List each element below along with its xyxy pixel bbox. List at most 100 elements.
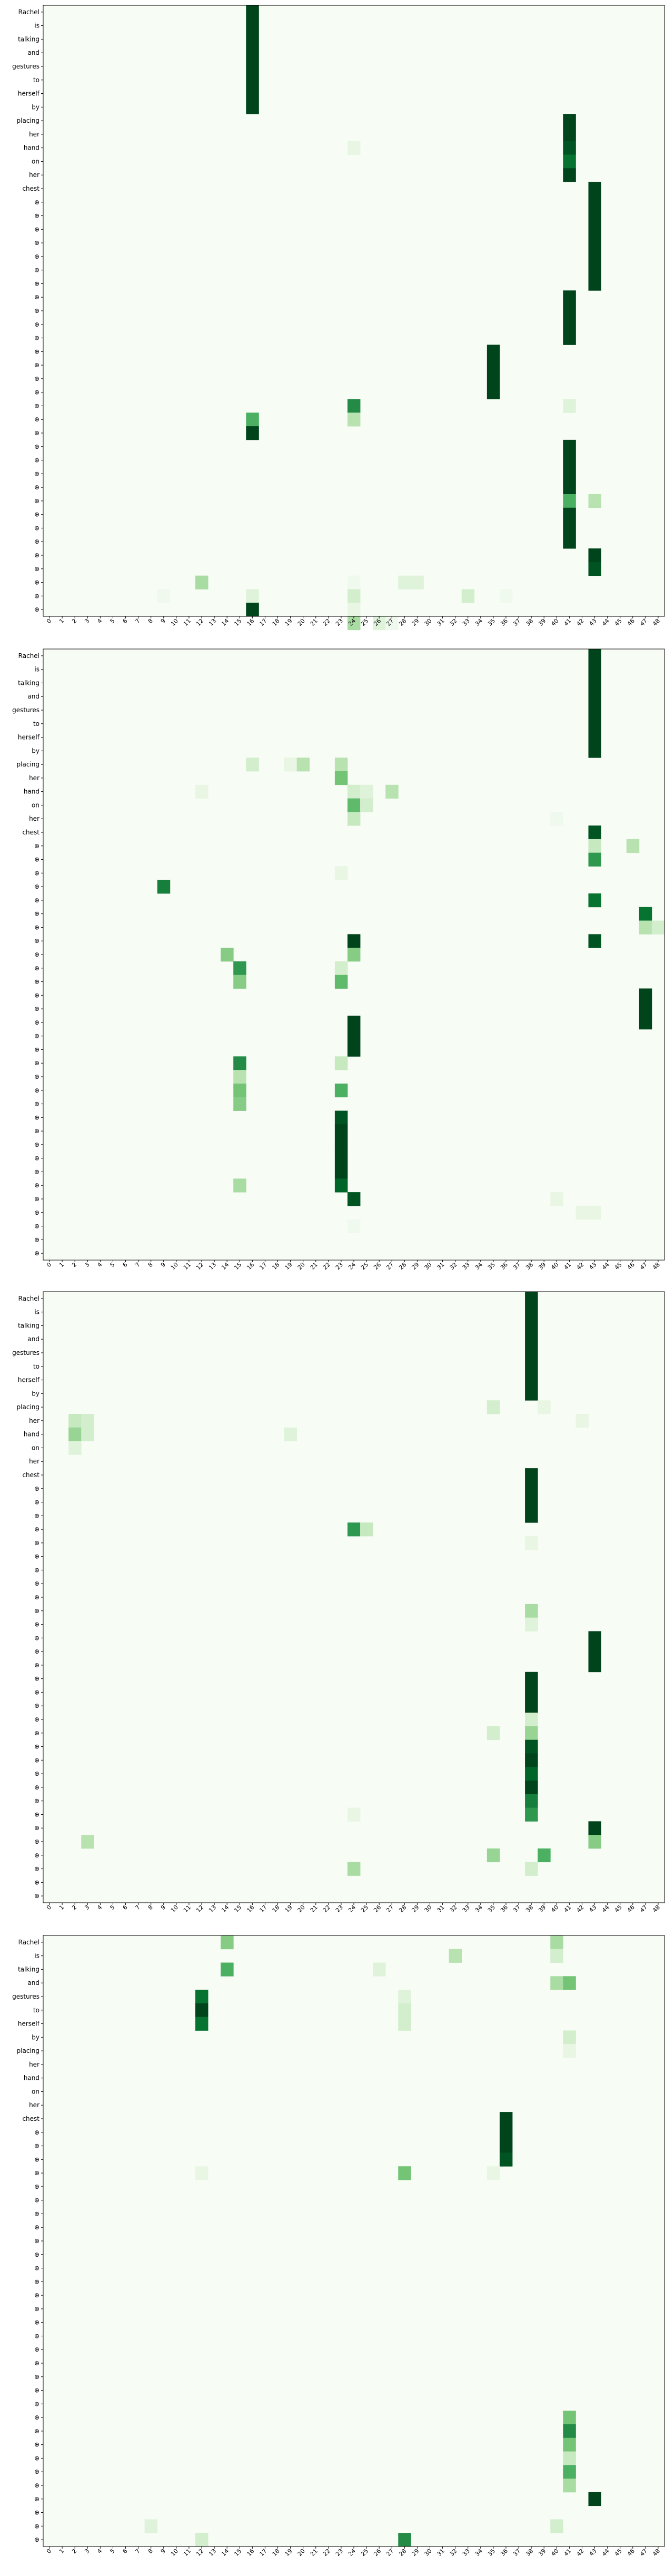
x-tick-label: 20 bbox=[296, 617, 306, 627]
x-tick-label: 36 bbox=[499, 1904, 509, 1914]
heatmap-cell bbox=[195, 2166, 209, 2180]
y-tick-label: ⊕ bbox=[34, 2156, 39, 2163]
x-tick-label: 25 bbox=[360, 1261, 370, 1271]
heatmap-cell bbox=[334, 1056, 348, 1070]
y-tick-label: ⊕ bbox=[34, 1770, 39, 1777]
y-tick-label: ⊕ bbox=[34, 1784, 39, 1791]
x-tick-label: 30 bbox=[423, 1261, 433, 1271]
x-tick-label: 11 bbox=[182, 2548, 192, 2558]
y-tick-label: ⊕ bbox=[34, 443, 39, 450]
y-tick-label: ⊕ bbox=[34, 1838, 39, 1845]
x-tick-label: 31 bbox=[436, 1261, 446, 1271]
heatmap-cell bbox=[588, 277, 601, 291]
heatmap-cell bbox=[360, 784, 373, 799]
heatmap-cell bbox=[334, 866, 348, 880]
x-tick-label: 23 bbox=[334, 1904, 344, 1914]
heatmap-cell bbox=[360, 1522, 373, 1537]
heatmap-cell bbox=[360, 798, 373, 812]
heatmap-cell bbox=[233, 1083, 246, 1098]
heatmap-cell bbox=[487, 345, 500, 359]
heatmap-cell bbox=[81, 1414, 94, 1428]
y-tick-label: on bbox=[32, 158, 39, 165]
heatmap-cell bbox=[563, 494, 576, 508]
heatmap-cell bbox=[588, 744, 601, 758]
x-tick-label: 2 bbox=[71, 1261, 78, 1269]
x-tick-label: 37 bbox=[512, 1904, 522, 1914]
x-tick-label: 46 bbox=[626, 617, 636, 627]
heatmap-cell bbox=[334, 771, 348, 785]
y-tick-label: talking bbox=[18, 1322, 39, 1329]
y-tick-label: ⊕ bbox=[34, 1743, 39, 1751]
x-tick-label: 29 bbox=[410, 1904, 420, 1914]
x-tick-label: 33 bbox=[461, 2548, 471, 2558]
heatmap-cell bbox=[347, 812, 361, 826]
x-tick-label: 10 bbox=[170, 1904, 180, 1914]
x-tick-label: 28 bbox=[398, 1261, 408, 1271]
heatmap-cell bbox=[373, 1962, 386, 1977]
heatmap-background bbox=[43, 1935, 664, 2546]
x-tick-label: 46 bbox=[626, 2548, 636, 2558]
x-tick-label: 14 bbox=[220, 1904, 230, 1914]
heatmap-cell bbox=[588, 649, 601, 663]
y-tick-label: ⊕ bbox=[34, 199, 39, 206]
heatmap-cell bbox=[550, 1949, 563, 1963]
heatmap-cell bbox=[385, 784, 399, 799]
heatmap-cell bbox=[81, 1835, 94, 1849]
x-tick-label: 38 bbox=[524, 617, 534, 627]
y-tick-label: chest bbox=[22, 185, 39, 192]
heatmap-cell bbox=[563, 535, 576, 549]
x-tick-label: 28 bbox=[398, 2548, 408, 2558]
heatmap-cell bbox=[246, 100, 259, 114]
heatmap-background bbox=[43, 1292, 664, 1903]
x-tick-label: 24 bbox=[347, 1261, 357, 1271]
x-tick-label: 2 bbox=[71, 1904, 78, 1911]
x-tick-label: 21 bbox=[309, 2548, 319, 2558]
y-tick-label: her bbox=[29, 774, 39, 782]
x-tick-label: 48 bbox=[651, 1261, 661, 1271]
heatmap-cell bbox=[588, 263, 601, 277]
heatmap-cell bbox=[588, 209, 601, 223]
heatmap-cell bbox=[563, 141, 576, 155]
heatmap-cell bbox=[525, 1862, 538, 1876]
y-tick-label: ⊕ bbox=[34, 592, 39, 599]
y-tick-label: is bbox=[34, 1952, 39, 1960]
x-tick-label: 2 bbox=[71, 617, 78, 625]
y-tick-label: placing bbox=[17, 117, 39, 124]
x-tick-label: 13 bbox=[207, 1261, 217, 1271]
y-tick-label: ⊕ bbox=[34, 2359, 39, 2367]
x-tick-label: 20 bbox=[296, 2548, 306, 2558]
y-tick-label: ⊕ bbox=[34, 2265, 39, 2272]
heatmap-cell bbox=[373, 616, 386, 631]
heatmap-cell bbox=[639, 988, 652, 1002]
heatmap-cell bbox=[525, 1495, 538, 1509]
heatmap-cell bbox=[525, 1753, 538, 1767]
heatmap-panel-1: Rachel is talking and gestures to herself by pla… bbox=[12, 5, 665, 631]
heatmap-cell bbox=[588, 676, 601, 690]
y-tick-label: ⊕ bbox=[34, 1648, 39, 1655]
heatmap-cell bbox=[195, 784, 209, 799]
x-tick-label: 43 bbox=[588, 2548, 598, 2558]
x-tick-label: 39 bbox=[537, 1261, 547, 1271]
heatmap-cell bbox=[487, 372, 500, 386]
y-tick-label: placing bbox=[17, 2047, 39, 2054]
y-tick-label: her bbox=[29, 1417, 39, 1424]
y-tick-label: ⊕ bbox=[34, 2292, 39, 2299]
x-tick-label: 36 bbox=[499, 2548, 509, 2558]
y-tick-label: placing bbox=[17, 761, 39, 768]
x-tick-label: 29 bbox=[410, 617, 420, 627]
heatmap-cell bbox=[347, 784, 361, 799]
x-tick-label: 11 bbox=[182, 1261, 192, 1271]
heatmap-cell bbox=[588, 690, 601, 704]
y-tick-label: ⊕ bbox=[34, 511, 39, 518]
y-tick-label: and bbox=[27, 49, 39, 56]
y-tick-label: ⊕ bbox=[34, 348, 39, 355]
heatmap-cell bbox=[195, 1990, 209, 2004]
heatmap-cell bbox=[157, 589, 171, 603]
x-tick-label: 43 bbox=[588, 1261, 598, 1271]
heatmap-cell bbox=[487, 1400, 500, 1414]
x-tick-label: 3 bbox=[83, 617, 91, 625]
x-tick-label: 37 bbox=[512, 2548, 522, 2558]
x-tick-label: 33 bbox=[461, 1261, 471, 1271]
x-tick-label: 30 bbox=[423, 2548, 433, 2558]
heatmap-cell bbox=[81, 1427, 94, 1441]
